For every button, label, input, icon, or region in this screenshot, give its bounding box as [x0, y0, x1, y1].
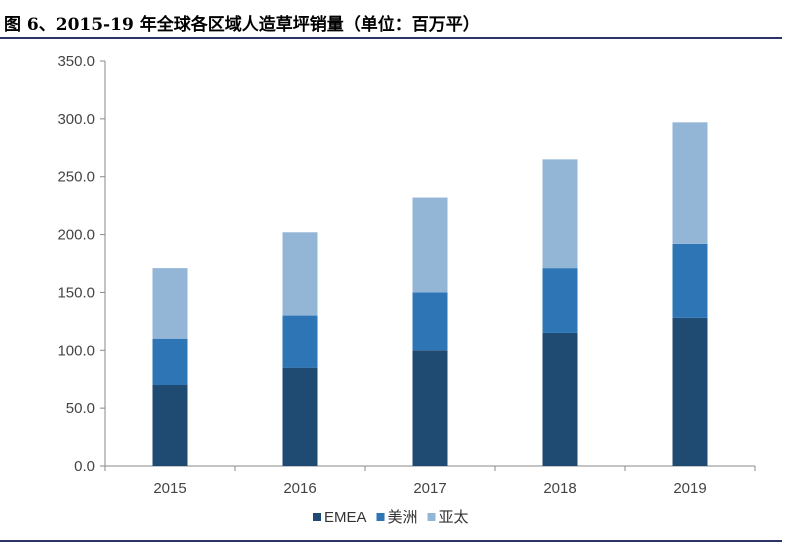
bar-2017-美洲: [412, 292, 448, 351]
bar-2017-亚太: [412, 197, 448, 293]
bar-2016-美洲: [282, 315, 318, 368]
y-tick-label: 250.0: [57, 169, 95, 186]
x-tick-label: 2018: [543, 480, 576, 497]
bar-2017-EMEA: [412, 350, 448, 466]
y-tick-label: 350.0: [57, 53, 95, 70]
legend-label: 亚太: [439, 509, 469, 526]
bar-2019-亚太: [672, 122, 708, 244]
legend-swatch: [313, 513, 321, 521]
bottom-divider: [0, 540, 782, 542]
y-tick-label: 150.0: [57, 284, 95, 301]
bar-2015-EMEA: [152, 385, 188, 466]
bar-2015-亚太: [152, 268, 188, 339]
bar-2019-EMEA: [672, 317, 708, 466]
y-tick-label: 50.0: [66, 400, 95, 417]
bar-2018-美洲: [542, 268, 578, 333]
bar-2016-亚太: [282, 232, 318, 316]
legend-swatch: [427, 513, 436, 521]
legend-label: EMEA: [324, 509, 367, 526]
bar-2016-EMEA: [282, 367, 318, 466]
title-divider: [0, 37, 782, 39]
y-tick-label: 200.0: [57, 227, 95, 244]
bar-2018-EMEA: [542, 332, 578, 466]
x-tick-label: 2017: [413, 480, 446, 497]
x-tick-label: 2016: [283, 480, 316, 497]
legend-label: 美洲: [388, 509, 418, 526]
y-tick-label: 0.0: [74, 458, 95, 475]
bar-2015-美洲: [152, 338, 188, 385]
y-tick-label: 100.0: [57, 342, 95, 359]
y-tick-label: 300.0: [57, 111, 95, 128]
x-tick-label: 2015: [153, 480, 186, 497]
bar-2018-亚太: [542, 159, 578, 269]
legend-swatch: [376, 513, 385, 521]
chart-title: 图 6、2015-19 年全球各区域人造草坪销量（单位：百万平）: [4, 15, 480, 35]
bar-2019-美洲: [672, 243, 708, 318]
x-tick-label: 2019: [673, 480, 706, 497]
